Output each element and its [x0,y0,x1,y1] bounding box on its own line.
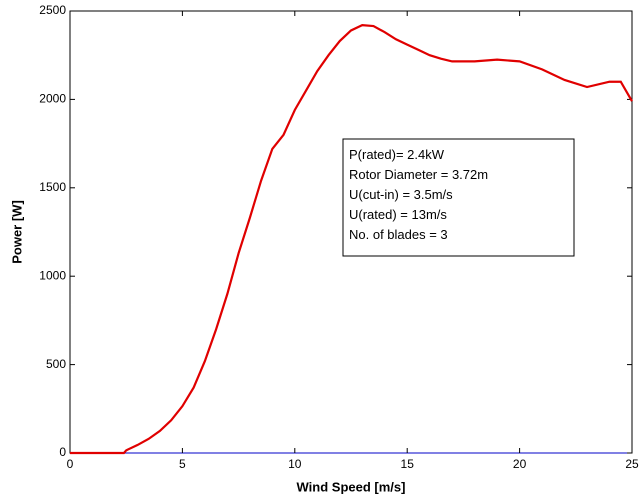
x-tick-label: 15 [401,457,415,471]
annotation-line: No. of blades = 3 [349,227,448,242]
y-tick-label: 2500 [39,3,66,17]
annotation-line: U(rated) = 13m/s [349,207,447,222]
y-tick-label: 500 [46,357,66,371]
y-tick-label: 1000 [39,268,66,282]
x-tick-label: 25 [625,457,639,471]
y-tick-label: 1500 [39,180,66,194]
x-tick-label: 10 [288,457,302,471]
x-tick-label: 0 [67,457,74,471]
y-tick-label: 2000 [39,92,66,106]
annotation-line: U(cut-in) = 3.5m/s [349,187,453,202]
annotation-box [342,138,575,257]
annotation-line: Rotor Diameter = 3.72m [349,167,488,182]
y-tick-label: 0 [59,445,66,459]
annotation-line: P(rated)= 2.4kW [349,147,445,162]
x-tick-label: 5 [179,457,186,471]
line [70,24,633,455]
y-axis-label: Power [W] [9,200,24,264]
x-axis-label: Wind Speed [m/s] [297,479,406,494]
x-tick-label: 20 [513,457,527,471]
annotation: P(rated)= 2.4kW Rotor Diameter = 3.72m U(c… [349,147,488,242]
